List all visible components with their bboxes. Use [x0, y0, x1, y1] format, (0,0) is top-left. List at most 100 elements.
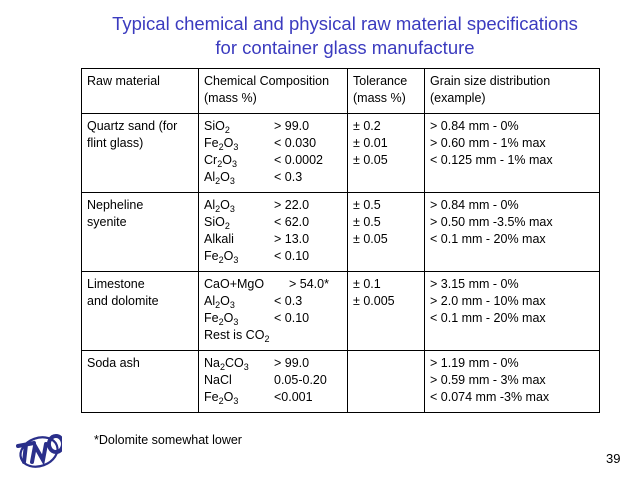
grain-line: > 1.19 mm - 0% — [430, 356, 519, 370]
composition-value: < 0.10 — [274, 249, 310, 263]
formula: Cr2O3 — [204, 152, 274, 169]
formula-subscript: 2 — [224, 221, 230, 231]
composition-line: Rest is CO2 — [204, 327, 343, 344]
formula-subscript: 2 — [215, 300, 221, 310]
formula: Al2O3 — [204, 293, 274, 310]
tolerance-line: ± 0.05 — [353, 153, 388, 167]
cell-composition: SiO2 > 99.0 Fe2O3 < 0.030 Cr2O3 < 0.0002 Al2O3… — [198, 113, 348, 193]
grain-line: > 2.0 mm - 10% max — [430, 294, 546, 308]
cell-tolerance: ± 0.5 ± 0.5 ± 0.05 — [347, 192, 425, 272]
formula: Fe2O3 — [204, 389, 274, 406]
composition-value: > 22.0 — [274, 198, 310, 212]
material-line: and dolomite — [87, 294, 159, 308]
formula: Fe2O3 — [204, 248, 274, 265]
cell-tolerance: ± 0.2 ± 0.01 ± 0.05 — [347, 113, 425, 193]
cell-grain: > 0.84 mm - 0% > 0.50 mm -3.5% max < 0.1 m… — [424, 192, 600, 272]
grain-line: > 0.59 mm - 3% max — [430, 373, 546, 387]
material-line: Nepheline — [87, 198, 144, 212]
tolerance-line: ± 0.01 — [353, 136, 388, 150]
formula-subscript: 3 — [229, 204, 235, 214]
formula: Alkali — [204, 231, 274, 248]
formula-part: O — [220, 170, 230, 184]
composition-line: Fe2O3 < 0.10 — [204, 310, 343, 327]
formula-part: O — [223, 136, 234, 150]
formula: Fe2O3 — [204, 310, 274, 327]
grain-line: < 0.1 mm - 20% max — [430, 311, 546, 325]
formula-subscript: 2 — [218, 396, 224, 406]
formula-part: NaCl — [204, 373, 232, 387]
formula-part: SiO — [204, 119, 225, 133]
composition-line: Na2CO3 > 99.0 — [204, 355, 343, 372]
formula-part: Fe — [204, 136, 219, 150]
cell-grain: > 3.15 mm - 0% > 2.0 mm - 10% max < 0.1 mm… — [424, 271, 600, 351]
formula-subscript: 2 — [264, 334, 270, 344]
composition-value: <0.001 — [274, 390, 313, 404]
formula-part: O — [220, 198, 230, 212]
formula-part: Al — [204, 170, 216, 184]
formula-subscript: 3 — [233, 317, 239, 327]
header-composition: Chemical Composition (mass %) — [198, 68, 348, 114]
formula-part: Al — [204, 294, 216, 308]
formula-subscript: 3 — [233, 396, 239, 406]
formula: Na2CO3 — [204, 355, 274, 372]
cell-material: Soda ash — [81, 350, 199, 413]
formula-subscript: 2 — [218, 317, 224, 327]
composition-line: CaO+MgO > 54.0* — [204, 276, 343, 293]
grain-line: < 0.074 mm -3% max — [430, 390, 550, 404]
material-line: Quartz sand (for — [87, 119, 178, 133]
tno-logo — [12, 432, 65, 477]
formula-part: Na — [204, 356, 220, 370]
formula-subscript: 3 — [233, 255, 239, 265]
formula-subscript: 2 — [215, 204, 221, 214]
cell-composition: Na2CO3 > 99.0 NaCl 0.05-0.20 Fe2O3 <0.001 — [198, 350, 348, 413]
formula-part: O — [223, 390, 234, 404]
composition-line: Al2O3 < 0.3 — [204, 293, 343, 310]
tolerance-line: ± 0.5 — [353, 198, 381, 212]
material-line: flint glass) — [87, 136, 144, 150]
composition-value: > 99.0 — [274, 356, 310, 370]
composition-value: < 0.3 — [274, 170, 303, 184]
composition-line: Cr2O3 < 0.0002 — [204, 152, 343, 169]
page-number: 39 — [606, 451, 621, 466]
material-line: Limestone — [87, 277, 145, 291]
composition-value: < 0.10 — [274, 311, 310, 325]
formula-part: O — [223, 249, 234, 263]
material-line: Soda ash — [87, 356, 140, 370]
grain-line: > 0.84 mm - 0% — [430, 119, 519, 133]
formula: CaO+MgO — [204, 276, 289, 293]
formula-part: Fe — [204, 311, 219, 325]
composition-line: Al2O3 < 0.3 — [204, 169, 343, 186]
header-grain: Grain size distribution (example) — [424, 68, 600, 114]
composition-value: > 13.0 — [274, 232, 310, 246]
formula: Fe2O3 — [204, 135, 274, 152]
grain-line: > 0.60 mm - 1% max — [430, 136, 546, 150]
table-row: Quartz sand (for flint glass) SiO2 > 99.0 Fe… — [81, 113, 600, 193]
composition-line: Al2O3 > 22.0 — [204, 197, 343, 214]
formula-part: Rest is CO — [204, 328, 265, 342]
formula-subscript: 3 — [229, 300, 235, 310]
header-tolerance: Tolerance (mass %) — [347, 68, 425, 114]
composition-value: < 62.0 — [274, 215, 310, 229]
formula: Al2O3 — [204, 197, 274, 214]
formula-part: CO — [225, 356, 244, 370]
formula: Al2O3 — [204, 169, 274, 186]
table-row: Soda ash Na2CO3 > 99.0 NaCl 0.05-0.20 Fe2O3 <0… — [81, 350, 600, 413]
formula-part: O — [223, 311, 234, 325]
grain-line: > 0.50 mm -3.5% max — [430, 215, 553, 229]
composition-value: < 0.3 — [274, 294, 303, 308]
grain-line: > 0.84 mm - 0% — [430, 198, 519, 212]
composition-line: Fe2O3 <0.001 — [204, 389, 343, 406]
composition-value: > 54.0* — [289, 277, 329, 291]
title-line-2: for container glass manufacture — [215, 37, 475, 58]
composition-value: < 0.0002 — [274, 153, 324, 167]
formula-subscript: 2 — [215, 176, 221, 186]
cell-grain: > 1.19 mm - 0% > 0.59 mm - 3% max < 0.074 … — [424, 350, 600, 413]
formula-part: Al — [204, 198, 216, 212]
table-body: Quartz sand (for flint glass) SiO 2 > 99.0 Fe… — [81, 113, 600, 413]
formula-subscript: 3 — [243, 362, 249, 372]
composition-line: Fe2O3 < 0.030 — [204, 135, 343, 152]
cell-grain: > 0.84 mm - 0% > 0.60 mm - 1% max < 0.125 … — [424, 113, 600, 193]
composition-value: < 0.030 — [274, 136, 317, 150]
formula-subscript: 2 — [219, 362, 225, 372]
formula-part: Fe — [204, 249, 219, 263]
